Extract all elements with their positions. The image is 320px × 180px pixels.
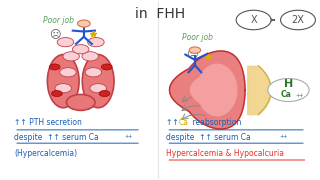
Text: ↑↑: ↑↑ bbox=[166, 118, 181, 127]
Text: ++: ++ bbox=[279, 134, 288, 139]
Ellipse shape bbox=[67, 94, 95, 110]
Circle shape bbox=[82, 52, 99, 61]
Polygon shape bbox=[190, 64, 237, 116]
Text: Ca: Ca bbox=[178, 118, 188, 127]
Text: X: X bbox=[250, 15, 257, 25]
Text: despite  ↑↑ serum Ca: despite ↑↑ serum Ca bbox=[14, 133, 99, 142]
Circle shape bbox=[90, 84, 106, 93]
Circle shape bbox=[85, 68, 102, 77]
Circle shape bbox=[60, 68, 76, 77]
Circle shape bbox=[55, 84, 71, 93]
Circle shape bbox=[101, 64, 112, 70]
Text: ☹: ☹ bbox=[186, 50, 197, 60]
Text: H: H bbox=[284, 79, 293, 89]
Polygon shape bbox=[170, 51, 245, 129]
Ellipse shape bbox=[47, 55, 79, 108]
Text: ↑↑ PTH secretion: ↑↑ PTH secretion bbox=[14, 118, 82, 127]
Circle shape bbox=[236, 10, 271, 30]
Text: Ca: Ca bbox=[281, 90, 292, 99]
Text: ++: ++ bbox=[296, 93, 304, 98]
Circle shape bbox=[63, 52, 79, 61]
Circle shape bbox=[52, 91, 62, 96]
Text: despite  ↑↑ serum Ca: despite ↑↑ serum Ca bbox=[166, 133, 251, 142]
Circle shape bbox=[77, 20, 90, 27]
Text: Hypercalcemia & Hypocalcuria: Hypercalcemia & Hypocalcuria bbox=[166, 148, 284, 158]
Circle shape bbox=[99, 91, 110, 96]
Text: ++: ++ bbox=[124, 134, 133, 139]
Circle shape bbox=[72, 45, 89, 54]
Text: Poor job: Poor job bbox=[43, 16, 74, 25]
Circle shape bbox=[268, 78, 309, 102]
Text: ☹: ☹ bbox=[50, 31, 61, 41]
Circle shape bbox=[281, 10, 316, 30]
Text: (Hypercalcemia): (Hypercalcemia) bbox=[14, 148, 77, 158]
Text: 2X: 2X bbox=[292, 15, 304, 25]
Ellipse shape bbox=[82, 55, 114, 108]
Text: in  FHH: in FHH bbox=[135, 7, 185, 21]
Text: reabsorption: reabsorption bbox=[190, 118, 241, 127]
Circle shape bbox=[189, 47, 201, 53]
Circle shape bbox=[49, 64, 60, 70]
Text: Poor job: Poor job bbox=[182, 33, 213, 42]
Circle shape bbox=[88, 38, 104, 47]
Circle shape bbox=[57, 38, 74, 47]
